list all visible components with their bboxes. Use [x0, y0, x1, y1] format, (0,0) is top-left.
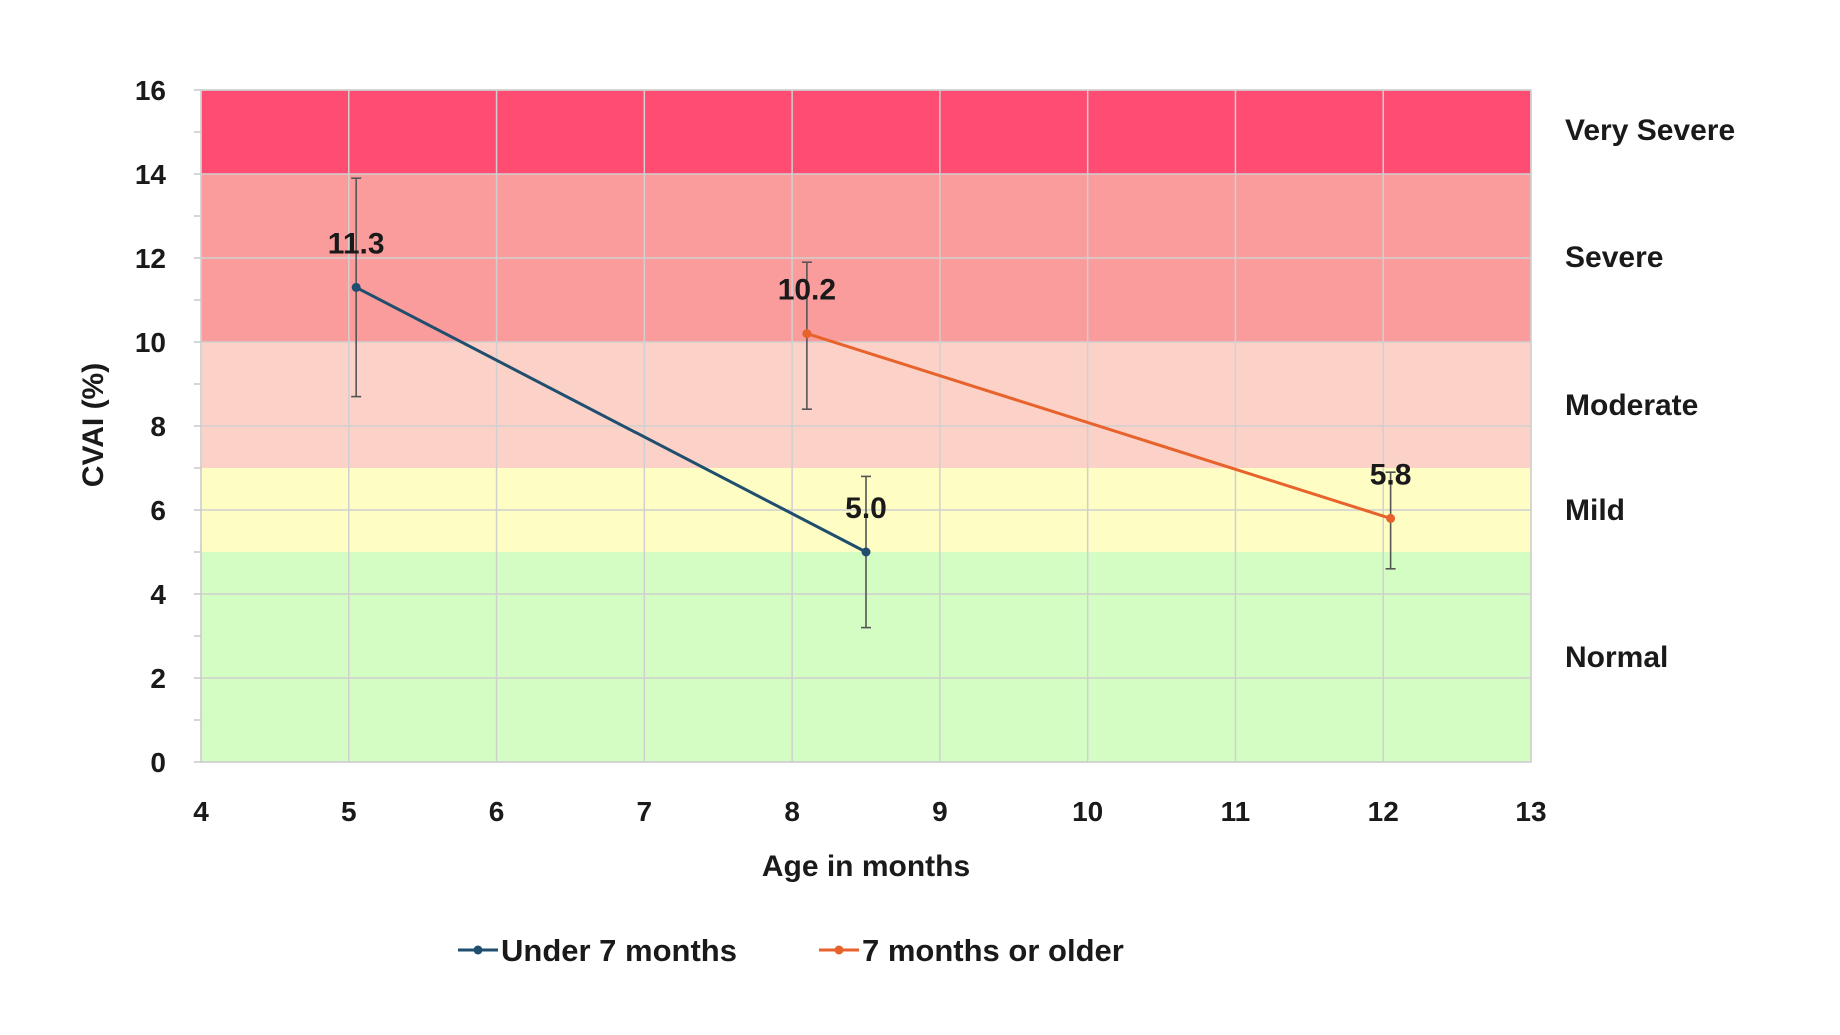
x-tick-label: 12	[1368, 796, 1399, 827]
legend-item-under-7-months: Under 7 months	[458, 933, 737, 968]
y-tick-label: 4	[150, 579, 166, 610]
data-label: 5.0	[845, 492, 887, 525]
legend-swatch-marker	[473, 945, 483, 955]
y-tick-label: 16	[135, 75, 166, 106]
series-layer: 11.3 5.0 10.2 5.8	[328, 177, 1412, 629]
plot-frame	[194, 89, 1532, 763]
legend-item-7-months-or-older: 7 months or older	[819, 933, 1124, 968]
series-under-7-months: 11.3 5.0	[328, 177, 887, 629]
band-label-mild: Mild	[1565, 494, 1625, 527]
band-label-normal: Normal	[1565, 641, 1668, 674]
data-label: 5.8	[1370, 458, 1412, 491]
x-tick-label: 8	[784, 796, 800, 827]
y-axis-ticks: 0 2 4 6 8 10 12 14 16	[135, 75, 167, 778]
y-tick-label: 6	[150, 495, 166, 526]
series-line	[806, 332, 1392, 520]
x-tick-label: 5	[341, 796, 357, 827]
legend-label: Under 7 months	[501, 933, 737, 968]
legend: Under 7 months 7 months or older	[458, 933, 1124, 968]
band-very-severe	[201, 90, 1531, 174]
x-tick-label: 7	[637, 796, 653, 827]
x-tick-label: 9	[932, 796, 948, 827]
data-label: 10.2	[778, 274, 836, 307]
y-tick-label: 8	[150, 411, 166, 442]
series-line	[355, 286, 867, 554]
y-tick-label: 2	[150, 663, 166, 694]
y-tick-label: 14	[135, 159, 167, 190]
x-tick-label: 4	[193, 796, 209, 827]
y-tick-label: 12	[135, 243, 166, 274]
data-point	[351, 282, 361, 292]
data-point	[802, 329, 812, 339]
x-tick-label: 10	[1072, 796, 1103, 827]
y-tick-label: 0	[150, 747, 166, 778]
series-7-months-or-older: 10.2 5.8	[778, 261, 1412, 570]
x-tick-label: 11	[1221, 796, 1251, 827]
x-tick-label: 6	[489, 796, 505, 827]
band-labels: Normal Mild Moderate Severe Very Severe	[1565, 114, 1735, 674]
band-label-severe: Severe	[1565, 241, 1663, 274]
legend-swatch-marker	[834, 945, 844, 955]
legend-label: 7 months or older	[862, 933, 1124, 968]
data-point	[861, 547, 871, 557]
band-label-moderate: Moderate	[1565, 389, 1698, 422]
x-axis-title: Age in months	[762, 850, 970, 883]
x-axis-ticks: 4 5 6 7 8 9 10 11 12 13	[193, 796, 1546, 827]
band-label-very-severe: Very Severe	[1565, 114, 1735, 147]
x-tick-label: 13	[1515, 796, 1546, 827]
y-tick-label: 10	[135, 327, 166, 358]
data-point	[1386, 513, 1396, 523]
y-axis-title: CVAI (%)	[77, 363, 110, 487]
data-label: 11.3	[328, 227, 385, 260]
band-moderate	[201, 342, 1531, 468]
